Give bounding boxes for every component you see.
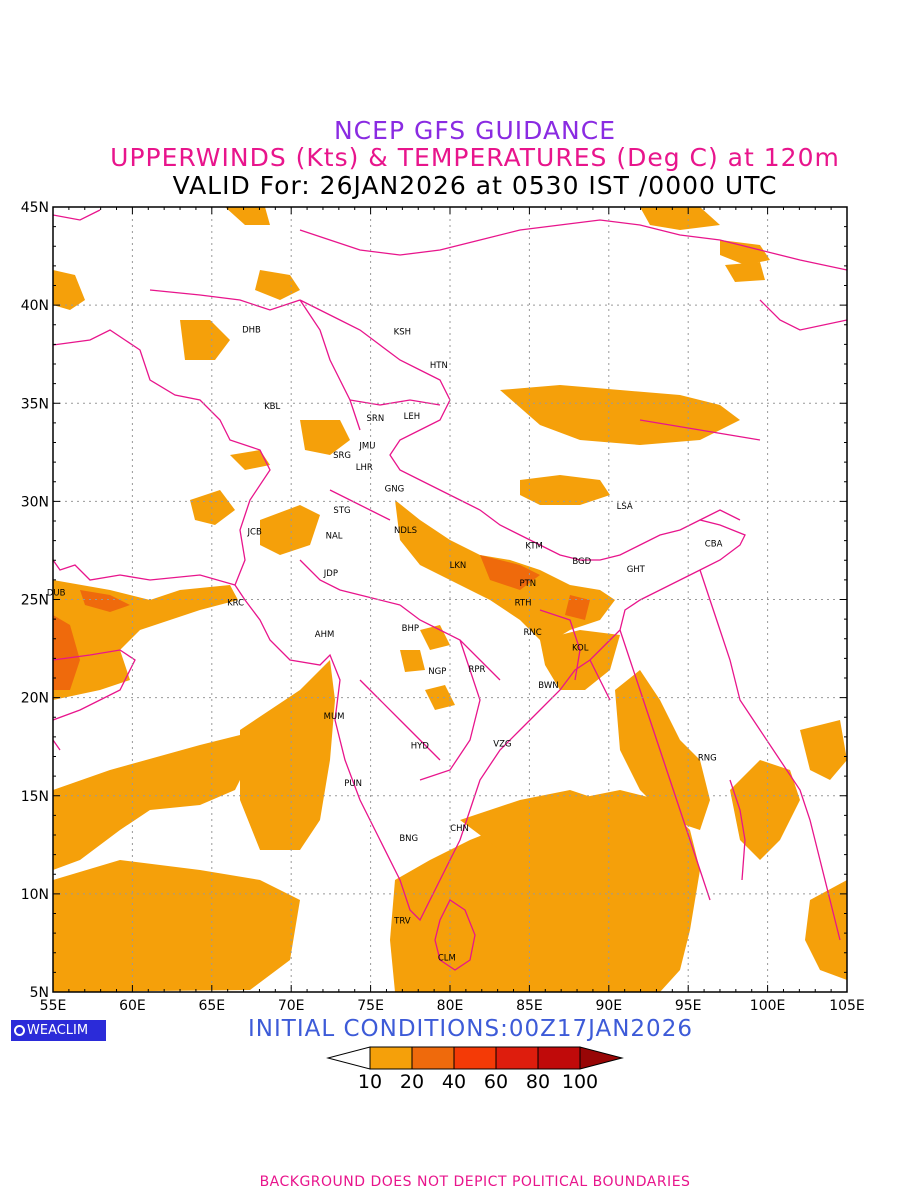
city-label: GNG: [385, 485, 405, 495]
colorbar-label: 60: [484, 1071, 508, 1093]
city-label: HYD: [411, 742, 430, 752]
lon-label: 80E: [437, 998, 464, 1014]
lat-label: 10N: [21, 887, 49, 903]
city-label: RNC: [523, 628, 541, 638]
colorbar-label: 40: [442, 1071, 466, 1093]
city-label: KTM: [525, 541, 542, 551]
city-labels: KSH HTN DHB KBL SRN LEH JMU SRG LHR GNG STG NDLS NAL…: [47, 326, 723, 964]
city-label: JCB: [247, 528, 262, 538]
city-label: SRG: [333, 451, 351, 461]
city-label: STG: [333, 506, 350, 516]
city-label: HTN: [430, 361, 448, 371]
colorbar: 10 20 40 60 80 100: [326, 1046, 624, 1093]
colorbar-segment: [411, 1046, 455, 1070]
colorbar-left-arrow: [326, 1046, 371, 1070]
disclaimer: BACKGROUND DOES NOT DEPICT POLITICAL BOU…: [259, 1174, 691, 1190]
lon-label: 100E: [750, 998, 786, 1014]
lon-label: 95E: [675, 998, 702, 1014]
colorbar-right-arrow: [579, 1046, 624, 1070]
lat-label: 25N: [21, 593, 49, 609]
lon-label: 105E: [829, 998, 865, 1014]
lon-label: 70E: [278, 998, 305, 1014]
map-canvas: 45N 40N 35N 30N 25N 20N 15N 10N 5N 55E 60E 65E 70E 7…: [21, 200, 865, 1014]
city-label: BHP: [402, 624, 419, 634]
city-label: LKN: [450, 561, 467, 571]
city-label: KOL: [572, 644, 589, 654]
city-label: NDLS: [394, 526, 417, 536]
city-label: LSA: [617, 502, 633, 512]
weaclim-logo: WEACLIM: [11, 1020, 106, 1041]
axis-ticks: [52, 206, 848, 993]
city-label: GHT: [627, 565, 646, 575]
city-label: BGD: [572, 557, 591, 567]
city-label: MUM: [324, 712, 345, 722]
city-label: RPR: [469, 665, 486, 675]
city-label: NGP: [428, 667, 446, 677]
logo-text: WEACLIM: [27, 1023, 89, 1038]
lon-labels: 55E 60E 65E 70E 75E 80E 85E 90E 95E 100E 105E: [40, 998, 865, 1014]
lat-labels: 45N 40N 35N 30N 25N 20N 15N 10N 5N: [21, 200, 49, 1001]
lon-label: 85E: [516, 998, 543, 1014]
city-label: VZG: [493, 740, 511, 750]
city-label: CHN: [450, 824, 469, 834]
lon-label: 90E: [595, 998, 622, 1014]
city-label: DUB: [47, 589, 66, 599]
city-label: KRC: [227, 598, 244, 608]
wind-fill-10-20: [53, 207, 847, 992]
colorbar-segment: [369, 1046, 413, 1070]
city-label: KBL: [264, 402, 280, 412]
city-label: CLM: [438, 954, 456, 964]
lon-label: 55E: [40, 998, 67, 1014]
colorbar-segment: [495, 1046, 539, 1070]
lon-label: 65E: [198, 998, 225, 1014]
colorbar-label: 80: [526, 1071, 550, 1093]
city-label: LHR: [356, 463, 373, 473]
colorbar-label: 20: [400, 1071, 424, 1093]
colorbar-segment: [453, 1046, 497, 1070]
lat-label: 45N: [21, 200, 49, 216]
city-label: LEH: [404, 412, 421, 422]
city-label: AHM: [315, 630, 335, 640]
city-label: BWN: [538, 681, 558, 691]
lon-label: 60E: [119, 998, 146, 1014]
city-label: RTH: [515, 598, 532, 608]
valid-time: VALID For: 26JAN2026 at 0530 IST /0000 U…: [172, 171, 778, 200]
map-title: NCEP GFS GUIDANCE: [333, 116, 616, 145]
colorbar-label: 100: [562, 1071, 598, 1093]
lon-label: 75E: [357, 998, 384, 1014]
city-label: DHB: [242, 326, 261, 336]
wind-fill-20-40: [53, 555, 590, 690]
city-label: CBA: [705, 540, 723, 550]
city-label: RNG: [698, 753, 717, 763]
city-label: NAL: [326, 532, 343, 542]
lat-label: 5N: [30, 985, 49, 1001]
city-label: JDP: [323, 569, 338, 579]
graticule: [53, 207, 847, 992]
city-label: JMU: [358, 441, 375, 451]
city-label: TRV: [393, 916, 411, 926]
lat-label: 20N: [21, 691, 49, 707]
city-label: SRN: [367, 414, 385, 424]
colorbar-segment: [537, 1046, 581, 1070]
lat-label: 40N: [21, 298, 49, 314]
initial-conditions: INITIAL CONDITIONS:00Z17JAN2026: [248, 1016, 693, 1042]
lat-label: 35N: [21, 396, 49, 412]
city-label: PUN: [344, 779, 362, 789]
lat-label: 15N: [21, 789, 49, 805]
city-label: KSH: [394, 328, 411, 338]
colorbar-label: 10: [358, 1071, 382, 1093]
logo-ring-icon: [14, 1025, 25, 1036]
city-label: BNG: [399, 834, 418, 844]
map-subtitle: UPPERWINDS (Kts) & TEMPERATURES (Deg C) …: [110, 143, 840, 172]
lat-label: 30N: [21, 494, 49, 510]
city-label: PTN: [519, 579, 536, 589]
